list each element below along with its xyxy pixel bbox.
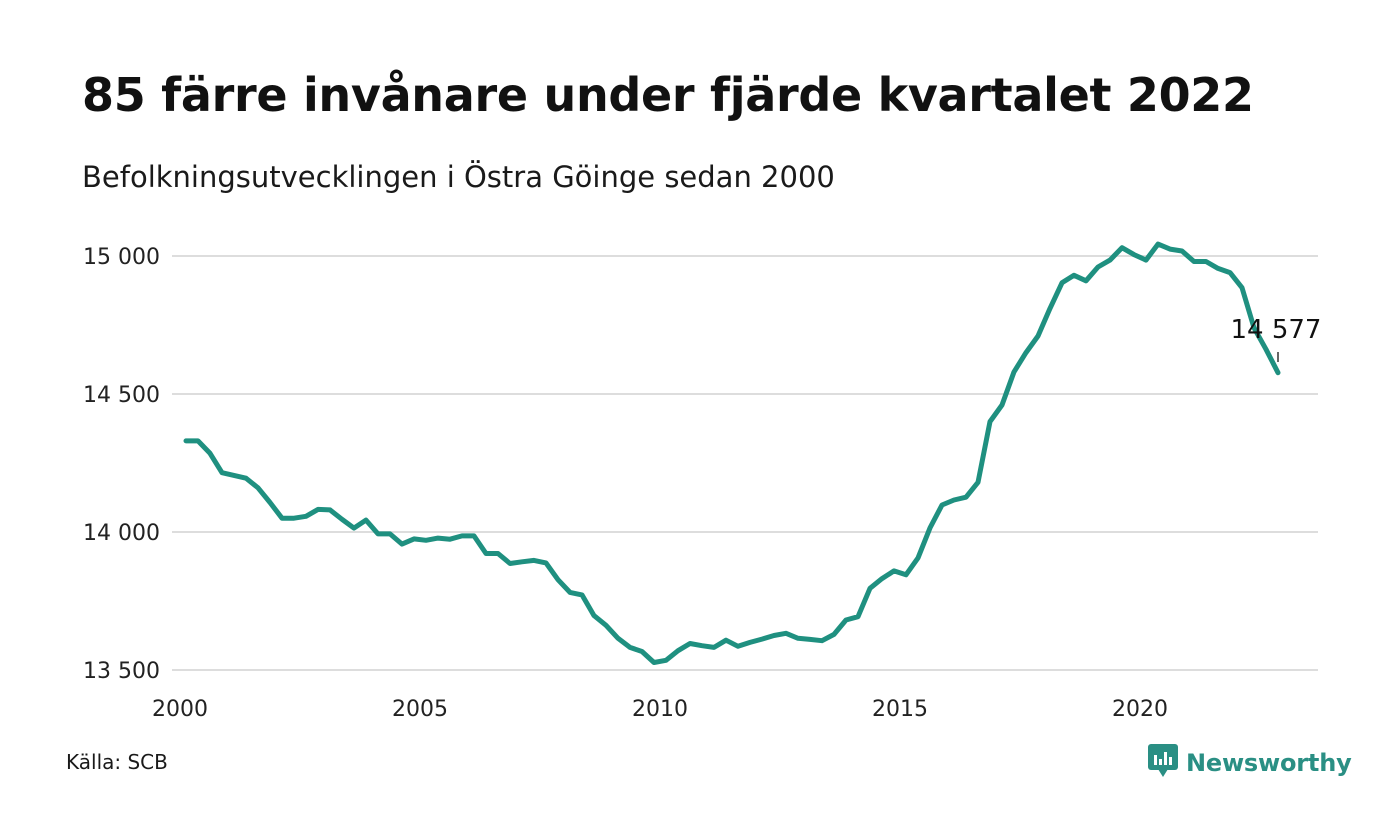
chart-title: 85 färre invånare under fjärde kvartalet… <box>82 68 1254 122</box>
y-tick-label: 14 500 <box>83 383 160 408</box>
last-value-label: 14 577 <box>1231 315 1322 345</box>
line-chart: 13 500 14 000 14 500 15 000 2000 2005 2010 2015… <box>83 241 1322 722</box>
y-tick-label: 14 000 <box>83 521 160 546</box>
brand[interactable]: Newsworthy <box>1148 744 1352 782</box>
x-tick-label: 2010 <box>632 697 688 722</box>
source-label: Källa: SCB <box>66 750 168 774</box>
x-tick-label: 2000 <box>152 697 208 722</box>
chart-subtitle: Befolkningsutvecklingen i Östra Göinge s… <box>82 160 835 194</box>
newsworthy-logo-icon <box>1148 744 1178 782</box>
x-tick-label: 2005 <box>392 697 448 722</box>
x-tick-label: 2020 <box>1112 697 1168 722</box>
x-tick-label: 2015 <box>872 697 928 722</box>
series-line <box>183 241 1281 665</box>
y-tick-label: 15 000 <box>83 245 160 270</box>
brand-name: Newsworthy <box>1186 749 1352 777</box>
y-tick-label: 13 500 <box>83 659 160 684</box>
